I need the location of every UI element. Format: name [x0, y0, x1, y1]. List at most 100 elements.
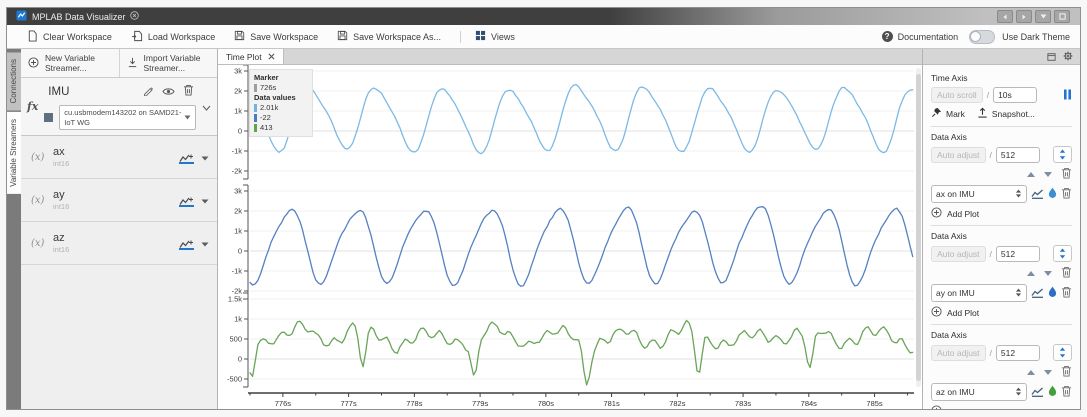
- plot-tab-bar: Time Plot: [218, 49, 922, 65]
- move-axis-down-icon[interactable]: [1044, 367, 1052, 377]
- add-plot-button[interactable]: Add Plot: [931, 405, 1072, 409]
- move-axis-up-icon[interactable]: [1027, 169, 1035, 179]
- time-range-input[interactable]: [993, 87, 1038, 103]
- variable-icon: (x): [31, 151, 45, 163]
- save-workspace-as-label: Save Workspace As...: [353, 31, 441, 42]
- window-tab-close-icon[interactable]: [130, 11, 140, 22]
- auto-adjust-button[interactable]: Auto adjust: [931, 146, 986, 163]
- nav-right-button[interactable]: [1016, 10, 1032, 23]
- edit-pencil-icon[interactable]: [143, 83, 154, 101]
- data-range-input[interactable]: [995, 344, 1040, 361]
- move-axis-up-icon[interactable]: [1027, 268, 1035, 278]
- dark-theme-toggle[interactable]: [969, 29, 996, 44]
- delete-plot-trash-icon[interactable]: [1061, 286, 1072, 300]
- marker-value-bar-az: [254, 123, 257, 132]
- auto-adjust-button[interactable]: Auto adjust: [931, 344, 986, 361]
- variable-menu-caret-icon[interactable]: [201, 191, 209, 209]
- save-workspace-button[interactable]: Save Workspace: [234, 30, 318, 43]
- detach-window-icon[interactable]: [1047, 48, 1056, 66]
- maximize-button[interactable]: [1054, 10, 1070, 23]
- marker-value-bar-ax: [254, 103, 257, 112]
- save-workspace-label: Save Workspace: [250, 31, 319, 42]
- pause-button[interactable]: [1063, 89, 1072, 102]
- plot-type-chart-icon[interactable]: [1031, 188, 1044, 201]
- import-variable-streamer-button[interactable]: Import Variable Streamer...: [120, 49, 218, 77]
- plot-source-select[interactable]: ax on IMU: [931, 185, 1027, 203]
- panel-body: Time Axis Auto scroll / Mark: [923, 65, 1080, 409]
- left-tab-strip: Connections Variable Streamers: [7, 49, 21, 409]
- load-workspace-button[interactable]: Load Workspace: [131, 30, 215, 44]
- plot-type-chart-icon[interactable]: [1031, 287, 1044, 300]
- axis-settings-panel: Time Axis Auto scroll / Mark: [922, 49, 1080, 409]
- new-variable-streamer-button[interactable]: New Variable Streamer...: [21, 49, 120, 78]
- variable-name: az: [53, 232, 65, 245]
- title-bar-spacer: [148, 8, 987, 25]
- marker-time-bar: [254, 83, 257, 92]
- menu-dropdown-button[interactable]: [1035, 10, 1051, 23]
- expand-range-button[interactable]: [1053, 146, 1072, 163]
- variable-menu-caret-icon[interactable]: [201, 234, 209, 252]
- clear-workspace-button[interactable]: Clear Workspace: [27, 30, 112, 44]
- plot-color-drop-icon[interactable]: [1048, 385, 1057, 399]
- mark-button[interactable]: Mark: [931, 107, 965, 120]
- tab-connections[interactable]: Connections: [7, 52, 21, 111]
- delete-axis-trash-icon[interactable]: [1061, 266, 1072, 280]
- plot-type-chart-icon[interactable]: [1031, 386, 1044, 399]
- variable-menu-caret-icon[interactable]: [201, 148, 209, 166]
- mplab-logo-icon: [16, 10, 27, 23]
- move-axis-up-icon[interactable]: [1027, 367, 1035, 377]
- add-plot-button[interactable]: Add Plot: [931, 306, 1072, 319]
- plus-circle-icon: [931, 306, 942, 319]
- expand-range-button[interactable]: [1053, 344, 1072, 361]
- move-axis-down-icon[interactable]: [1044, 268, 1052, 278]
- snapshot-button[interactable]: Snapshot...: [977, 107, 1035, 120]
- svg-text:-500: -500: [227, 375, 242, 384]
- svg-text:783s: 783s: [735, 399, 752, 408]
- tab-time-plot[interactable]: Time Plot: [218, 49, 284, 64]
- variable-streamers-panel: New Variable Streamer... Import Variable…: [21, 49, 218, 409]
- expand-range-button[interactable]: [1053, 245, 1072, 262]
- delete-axis-trash-icon[interactable]: [1061, 167, 1072, 181]
- move-axis-down-icon[interactable]: [1044, 169, 1052, 179]
- marker-value-ay: -22: [260, 113, 271, 122]
- plot-source-select[interactable]: az on IMU: [931, 383, 1027, 401]
- plotted-indicator: [179, 161, 194, 164]
- delete-trash-icon[interactable]: [183, 83, 194, 101]
- data-axis-header: Data Axis: [931, 231, 967, 241]
- auto-adjust-button[interactable]: Auto adjust: [931, 245, 986, 262]
- add-plot-button[interactable]: Add Plot: [931, 207, 1072, 220]
- auto-scroll-button[interactable]: Auto scroll: [931, 87, 983, 103]
- settings-gear-icon[interactable]: [1063, 48, 1073, 66]
- plot-scrollbar-thumb[interactable]: [916, 74, 921, 381]
- documentation-button[interactable]: ? Documentation: [881, 31, 958, 42]
- delete-plot-trash-icon[interactable]: [1061, 187, 1072, 201]
- delete-axis-trash-icon[interactable]: [1061, 365, 1072, 379]
- nav-left-button[interactable]: [997, 10, 1013, 23]
- tab-variable-streamers[interactable]: Variable Streamers: [7, 112, 21, 195]
- delete-plot-trash-icon[interactable]: [1061, 385, 1072, 399]
- data-range-input[interactable]: [995, 146, 1040, 163]
- save-icon: [234, 30, 245, 43]
- time-plot-canvas[interactable]: Marker 726s Data values 2.01k -22 413 3k…: [218, 65, 922, 409]
- plot-color-drop-icon[interactable]: [1048, 286, 1057, 300]
- save-workspace-as-button[interactable]: Save Workspace As...: [337, 30, 441, 43]
- plot-scrollbar[interactable]: [916, 68, 921, 387]
- visibility-eye-icon[interactable]: [162, 83, 175, 101]
- plot-variable-icon[interactable]: [179, 237, 194, 250]
- connection-select[interactable]: cu.usbmodem143202 on SAMD21-IoT WG: [59, 105, 196, 131]
- collapse-chevron-icon[interactable]: [202, 98, 211, 116]
- plot-variable-icon[interactable]: [179, 151, 194, 164]
- streamer-active-indicator[interactable]: [44, 113, 54, 123]
- add-plot-label: Add Plot: [947, 208, 980, 219]
- marker-legend: Marker 726s Data values 2.01k -22 413: [249, 69, 313, 137]
- plot-source-select[interactable]: ay on IMU: [931, 284, 1027, 302]
- import-download-icon: [127, 57, 138, 70]
- svg-text:778s: 778s: [406, 399, 423, 408]
- close-tab-icon[interactable]: [268, 52, 275, 62]
- plot-variable-icon[interactable]: [179, 194, 194, 207]
- window-title-tab[interactable]: MPLAB Data Visualizer: [7, 8, 148, 25]
- svg-text:-1k: -1k: [232, 267, 243, 276]
- data-range-input[interactable]: [995, 245, 1040, 262]
- plot-color-drop-icon[interactable]: [1048, 187, 1057, 201]
- views-button[interactable]: Views: [475, 30, 515, 43]
